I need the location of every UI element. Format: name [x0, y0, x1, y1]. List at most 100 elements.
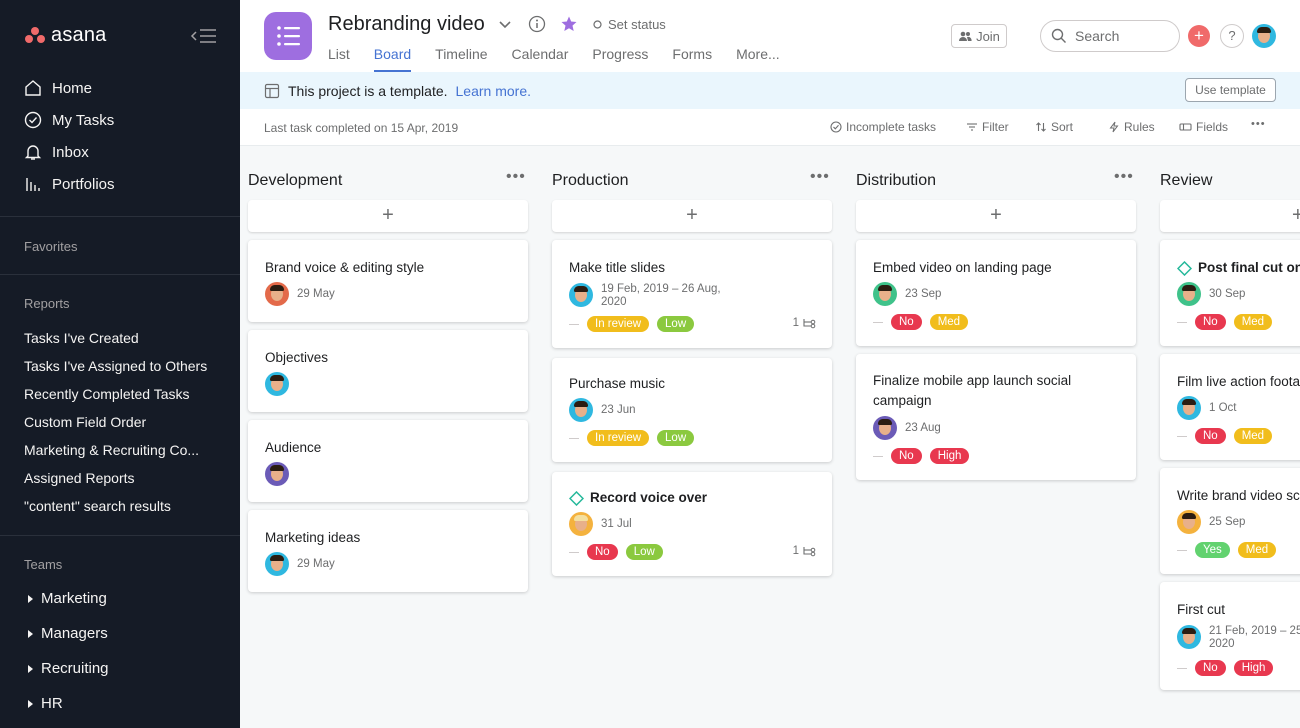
column-title[interactable]: Production: [552, 172, 629, 189]
priority-badge[interactable]: Low: [625, 544, 663, 560]
task-card[interactable]: Write brand video sc 25 Sep Yes Med: [1160, 468, 1300, 574]
task-card[interactable]: Embed video on landing page 23 Sep No Me…: [856, 240, 1136, 346]
task-card[interactable]: Objectives: [248, 330, 528, 412]
status-badge[interactable]: No: [1195, 314, 1226, 330]
report-item[interactable]: Assigned Reports: [24, 470, 135, 486]
priority-badge[interactable]: Med: [1233, 428, 1273, 444]
report-item[interactable]: "content" search results: [24, 498, 171, 514]
avatar[interactable]: [265, 282, 289, 306]
set-status-button[interactable]: Set status: [593, 17, 666, 32]
task-card[interactable]: Post final cut on 30 Sep No Med: [1160, 240, 1300, 346]
avatar[interactable]: [1177, 396, 1201, 420]
task-card[interactable]: Audience: [248, 420, 528, 502]
avatar[interactable]: [265, 462, 289, 486]
priority-badge[interactable]: Low: [657, 430, 695, 446]
tab-forms[interactable]: Forms: [672, 46, 713, 62]
task-card[interactable]: Brand voice & editing style 29 May: [248, 240, 528, 322]
task-card[interactable]: Record voice over 31 Jul No Low 1: [552, 472, 832, 576]
info-icon[interactable]: [528, 15, 546, 33]
team-marketing[interactable]: Marketing: [28, 590, 107, 607]
reports-title[interactable]: Reports: [24, 296, 70, 311]
priority-badge[interactable]: Low: [657, 316, 695, 332]
avatar[interactable]: [569, 283, 593, 307]
tab-timeline[interactable]: Timeline: [435, 46, 488, 62]
avatar[interactable]: [873, 416, 897, 440]
task-card[interactable]: Film live action foota 1 Oct No Med: [1160, 354, 1300, 460]
team-hr[interactable]: HR: [28, 695, 63, 712]
tab-calendar[interactable]: Calendar: [511, 46, 569, 62]
priority-badge[interactable]: Med: [929, 314, 969, 330]
task-card[interactable]: Make title slides 19 Feb, 2019 – 26 Aug,…: [552, 240, 832, 348]
avatar[interactable]: [1177, 510, 1201, 534]
tab-list[interactable]: List: [328, 46, 350, 62]
quick-add-button[interactable]: +: [1188, 25, 1210, 47]
chevron-down-icon[interactable]: [498, 18, 512, 30]
status-badge[interactable]: In review: [587, 430, 650, 446]
fields-button[interactable]: Fields: [1179, 120, 1228, 134]
column-more-button[interactable]: •••: [506, 168, 526, 185]
collapse-sidebar-icon[interactable]: [190, 26, 218, 46]
report-item[interactable]: Custom Field Order: [24, 414, 147, 430]
nav-inbox[interactable]: Inbox: [24, 141, 89, 163]
status-badge[interactable]: No: [891, 314, 922, 330]
favorites-title[interactable]: Favorites: [24, 239, 78, 254]
status-badge[interactable]: No: [1195, 660, 1226, 676]
avatar[interactable]: [569, 398, 593, 422]
task-card[interactable]: Purchase music 23 Jun In review Low: [552, 358, 832, 462]
priority-badge[interactable]: Med: [1237, 542, 1277, 558]
priority-badge[interactable]: High: [929, 448, 970, 464]
asana-logo[interactable]: asana: [25, 24, 107, 47]
nav-home[interactable]: Home: [24, 77, 92, 99]
report-item[interactable]: Tasks I've Assigned to Others: [24, 358, 208, 374]
status-badge[interactable]: No: [587, 544, 618, 560]
report-item[interactable]: Recently Completed Tasks: [24, 386, 190, 402]
tab-more[interactable]: More...: [736, 46, 780, 62]
avatar[interactable]: [569, 512, 593, 536]
add-task-button[interactable]: +: [1160, 200, 1300, 232]
add-task-button[interactable]: +: [248, 200, 528, 232]
report-item[interactable]: Marketing & Recruiting Co...: [24, 442, 200, 458]
project-title[interactable]: Rebranding video: [328, 13, 485, 35]
priority-badge[interactable]: Med: [1233, 314, 1273, 330]
incomplete-tasks-filter[interactable]: Incomplete tasks: [830, 120, 936, 134]
use-template-button[interactable]: Use template: [1185, 78, 1276, 102]
task-card[interactable]: First cut 21 Feb, 2019 – 25 2020 No High: [1160, 582, 1300, 690]
avatar[interactable]: [873, 282, 897, 306]
status-badge[interactable]: In review: [587, 316, 650, 332]
status-badge[interactable]: No: [1195, 428, 1226, 444]
column-title[interactable]: Development: [248, 172, 343, 189]
task-card[interactable]: Marketing ideas 29 May: [248, 510, 528, 592]
column-title[interactable]: Review: [1160, 172, 1213, 189]
avatar[interactable]: [1177, 625, 1201, 649]
status-badge[interactable]: No: [891, 448, 922, 464]
project-list-icon[interactable]: [264, 12, 312, 60]
teams-title[interactable]: Teams: [24, 557, 63, 572]
filter-button[interactable]: Filter: [966, 120, 1009, 134]
nav-my-tasks[interactable]: My Tasks: [24, 109, 114, 131]
avatar[interactable]: [265, 552, 289, 576]
milestone-diamond-icon[interactable]: [1177, 260, 1192, 276]
avatar[interactable]: [1177, 282, 1201, 306]
sort-button[interactable]: Sort: [1035, 120, 1073, 134]
tab-progress[interactable]: Progress: [592, 46, 649, 62]
join-button[interactable]: Join: [951, 24, 1007, 48]
add-task-button[interactable]: +: [856, 200, 1136, 232]
status-badge[interactable]: Yes: [1195, 542, 1230, 558]
tab-board[interactable]: Board: [373, 46, 412, 72]
nav-portfolios[interactable]: Portfolios: [24, 173, 115, 195]
subtask-count[interactable]: 1: [793, 317, 816, 329]
priority-badge[interactable]: High: [1233, 660, 1274, 676]
search-input[interactable]: Search: [1040, 20, 1180, 52]
subtask-count[interactable]: 1: [793, 545, 816, 557]
team-managers[interactable]: Managers: [28, 625, 108, 642]
help-button[interactable]: ?: [1220, 24, 1244, 48]
column-more-button[interactable]: •••: [810, 168, 830, 185]
add-task-button[interactable]: +: [552, 200, 832, 232]
milestone-diamond-icon[interactable]: [569, 490, 584, 506]
column-more-button[interactable]: •••: [1114, 168, 1134, 185]
column-title[interactable]: Distribution: [856, 172, 937, 189]
avatar[interactable]: [265, 372, 289, 396]
rules-button[interactable]: Rules: [1108, 120, 1155, 134]
task-card[interactable]: Finalize mobile app launch social campai…: [856, 354, 1136, 480]
user-avatar[interactable]: [1252, 24, 1276, 48]
